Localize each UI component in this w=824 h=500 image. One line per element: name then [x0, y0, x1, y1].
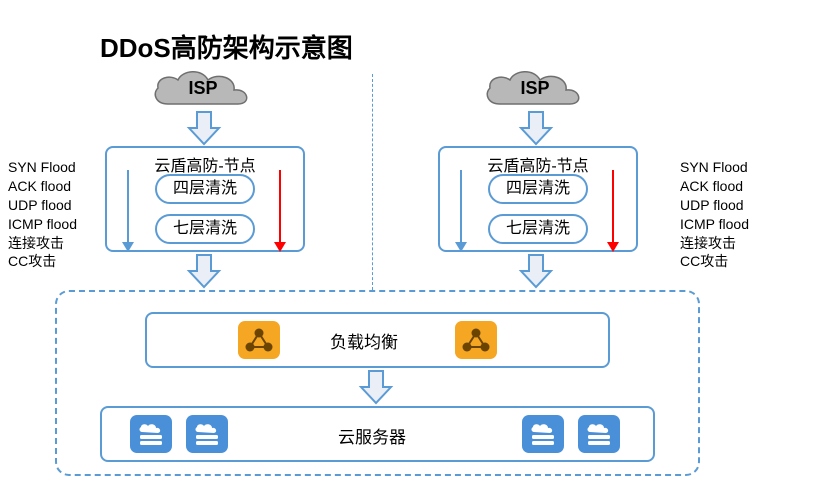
attack-type-list: SYN FloodACK floodUDP floodICMP flood连接攻…: [680, 158, 749, 271]
load-balancer-icon: [455, 321, 497, 359]
flow-arrow-icon: [186, 110, 222, 146]
attack-type-item: CC攻击: [680, 252, 749, 271]
section-divider: [372, 74, 373, 290]
attack-type-item: ACK flood: [680, 177, 749, 196]
flow-arrow-icon: [518, 253, 554, 289]
layer7-oval: 七层清洗: [488, 214, 588, 244]
attack-type-item: SYN Flood: [680, 158, 749, 177]
isp-cloud: ISP: [480, 66, 590, 114]
isp-label: ISP: [480, 78, 590, 99]
cloud-server-icon: [522, 415, 564, 453]
traffic-drop-arrow-icon: [273, 168, 287, 259]
attack-type-item: CC攻击: [8, 252, 77, 271]
attack-type-item: 连接攻击: [8, 234, 77, 253]
layer7-oval: 七层清洗: [155, 214, 255, 244]
layer4-oval: 四层清洗: [488, 174, 588, 204]
cloud-server-icon: [186, 415, 228, 453]
attack-type-list: SYN FloodACK floodUDP floodICMP flood连接攻…: [8, 158, 77, 271]
diagram-title: DDoS高防架构示意图: [100, 28, 353, 65]
attack-type-item: ICMP flood: [680, 215, 749, 234]
attack-type-item: 连接攻击: [680, 234, 749, 253]
attack-type-item: ICMP flood: [8, 215, 77, 234]
flow-arrow-icon: [186, 253, 222, 289]
layer4-oval: 四层清洗: [155, 174, 255, 204]
cloud-server-icon: [130, 415, 172, 453]
isp-cloud: ISP: [148, 66, 258, 114]
attack-type-item: UDP flood: [680, 196, 749, 215]
load-balancer-label: 负载均衡: [330, 328, 398, 353]
attack-type-item: UDP flood: [8, 196, 77, 215]
traffic-in-arrow-icon: [121, 168, 135, 259]
traffic-drop-arrow-icon: [606, 168, 620, 259]
load-balancer-icon: [238, 321, 280, 359]
attack-type-item: ACK flood: [8, 177, 77, 196]
cloud-server-icon: [578, 415, 620, 453]
server-label: 云服务器: [338, 423, 406, 448]
traffic-in-arrow-icon: [454, 168, 468, 259]
flow-arrow-icon: [518, 110, 554, 146]
flow-arrow-icon: [358, 369, 394, 405]
attack-type-item: SYN Flood: [8, 158, 77, 177]
isp-label: ISP: [148, 78, 258, 99]
